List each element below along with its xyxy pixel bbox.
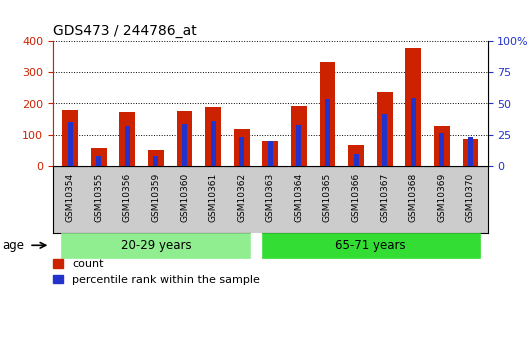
Bar bbox=[210, 121, 216, 166]
Bar bbox=[411, 98, 416, 166]
Legend: count, percentile rank within the sample: count, percentile rank within the sample bbox=[53, 259, 260, 285]
Bar bbox=[125, 126, 130, 166]
Bar bbox=[91, 148, 107, 166]
Bar bbox=[382, 114, 387, 166]
Bar bbox=[325, 99, 330, 166]
Text: 65-71 years: 65-71 years bbox=[335, 239, 405, 252]
Bar bbox=[463, 139, 478, 166]
Bar bbox=[153, 156, 158, 166]
Text: 20-29 years: 20-29 years bbox=[121, 239, 191, 252]
Bar bbox=[182, 124, 187, 166]
Text: age: age bbox=[3, 239, 25, 252]
Bar bbox=[96, 156, 101, 166]
Bar bbox=[234, 129, 250, 166]
Bar bbox=[405, 48, 421, 166]
Bar bbox=[434, 126, 450, 166]
Bar bbox=[468, 137, 473, 166]
Text: GDS473 / 244786_at: GDS473 / 244786_at bbox=[53, 24, 197, 38]
Bar bbox=[354, 154, 359, 166]
Bar bbox=[268, 141, 273, 166]
Bar bbox=[63, 110, 78, 166]
Bar bbox=[320, 61, 335, 166]
Bar bbox=[291, 106, 307, 166]
Bar bbox=[296, 125, 302, 166]
Bar bbox=[119, 112, 135, 166]
Bar bbox=[348, 146, 364, 166]
Bar bbox=[176, 111, 192, 166]
Bar bbox=[205, 107, 221, 166]
Bar bbox=[239, 137, 244, 166]
Bar bbox=[68, 122, 73, 166]
Bar bbox=[439, 133, 444, 166]
Bar bbox=[148, 150, 164, 166]
Bar bbox=[377, 92, 393, 166]
Bar bbox=[262, 141, 278, 166]
